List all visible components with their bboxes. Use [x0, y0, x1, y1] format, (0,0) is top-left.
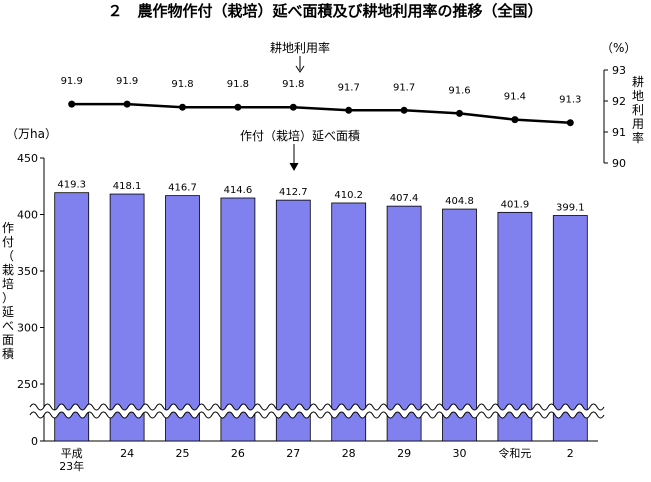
left-tick-label: 250	[17, 378, 38, 391]
left-axis-label-char: ）	[2, 291, 14, 305]
line-point	[400, 106, 408, 114]
bar-value-label: 410.2	[334, 190, 363, 201]
left-axis-label-char: 作	[2, 221, 14, 235]
line-value-label: 91.7	[393, 82, 415, 93]
bar-value-label: 418.1	[113, 181, 142, 192]
axis-break-line-bottom	[29, 411, 605, 419]
line-point	[289, 103, 297, 111]
line-value-label: 91.4	[504, 92, 526, 103]
line-value-label: 91.8	[227, 79, 249, 90]
line-point	[123, 100, 131, 108]
bar	[552, 215, 588, 442]
left-tick-label: 350	[17, 265, 38, 278]
line-point	[179, 103, 186, 111]
bar-value-label: 401.9	[501, 199, 530, 210]
axis-break-band	[30, 404, 604, 418]
bar-value-label: 404.8	[445, 196, 474, 207]
line-point	[345, 106, 353, 114]
right-axis-label-char: 耕	[632, 74, 644, 89]
bar-value-label: 407.4	[390, 193, 419, 204]
right-axis-label-char: 用	[632, 117, 644, 131]
x-tick-label: 25	[176, 447, 190, 460]
left-axis-label-char: （	[2, 249, 14, 263]
bar	[109, 193, 145, 442]
right-axis-label-char: 地	[632, 89, 644, 103]
line-annotation: 耕地利用率	[270, 40, 330, 55]
x-tick-label: 28	[342, 447, 356, 460]
bar	[220, 197, 256, 442]
x-tick-label: 2	[567, 447, 574, 460]
line-value-label: 91.8	[171, 79, 193, 90]
line-value-label: 91.9	[61, 76, 83, 87]
line-point	[234, 103, 242, 111]
bar-annotation-arrowhead	[289, 162, 299, 172]
left-axis-label-char: 付	[2, 235, 14, 249]
chart-title: ２ 農作物作付（栽培）延べ面積及び耕地利用率の推移（全国）	[107, 2, 542, 20]
x-tick-label: 27	[286, 447, 300, 460]
left-axis-label-char: 培	[2, 276, 14, 291]
x-tick-label: 30	[453, 447, 467, 460]
bar-value-label: 419.3	[57, 180, 86, 191]
left-axis-label-char: 面	[2, 333, 14, 347]
left-axis-label-char: 積	[2, 346, 14, 361]
bar	[165, 195, 200, 442]
left-axis-unit: （万ha）	[6, 127, 57, 141]
line-value-label: 91.9	[116, 76, 138, 87]
line-series	[71, 102, 571, 124]
bar-value-label: 399.1	[556, 203, 585, 214]
left-axis-label-char: 栽	[2, 263, 14, 277]
bar	[275, 199, 311, 442]
x-tick-label: 24	[120, 447, 134, 460]
line-value-label: 91.6	[448, 85, 470, 96]
x-tick-label: 令和元	[498, 446, 531, 460]
right-tick-label: 91	[612, 126, 626, 139]
right-axis-label-char: 率	[632, 130, 644, 145]
left-axis-label-char: 延	[2, 305, 14, 319]
bar-value-label: 416.7	[168, 183, 197, 194]
left-tick-label: 300	[17, 322, 38, 335]
bar-value-label: 412.7	[279, 187, 308, 198]
x-tick-label: 29	[397, 447, 411, 460]
x-tick-label: 26	[231, 447, 245, 460]
right-tick-label: 90	[612, 157, 626, 170]
bar	[54, 192, 90, 442]
line-value-label: 91.3	[559, 95, 581, 106]
left-tick-label: 400	[17, 209, 38, 222]
x-tick-label: 平成	[61, 447, 83, 460]
bar-annotation: 作付（栽培）延べ面積	[240, 128, 360, 143]
axes: 0 250 300 350 400 450 作付（栽培）延べ面積 90 91 92 93 耕地利用率	[2, 56, 644, 448]
axis-break-line-top	[29, 403, 605, 411]
bar	[497, 211, 533, 442]
left-tick-label: 0	[31, 435, 38, 448]
line-value-label: 91.8	[282, 79, 304, 90]
bar-value-label: 414.6	[224, 185, 253, 196]
line-point	[566, 119, 574, 127]
line-group	[68, 100, 574, 127]
bar	[331, 202, 367, 442]
line-value-label: 91.7	[338, 82, 360, 93]
bar	[386, 205, 422, 442]
bars-group	[29, 192, 605, 442]
x-tick-label: 23年	[59, 459, 84, 473]
right-axis-unit: （%）	[601, 41, 636, 55]
labels-group: 419.3 418.1 416.7 414.6 412.7 410.2 407.4 404.8…	[57, 76, 584, 473]
right-axis-label-char: 利	[632, 103, 644, 117]
left-tick-label: 450	[17, 152, 38, 165]
line-annotation-arrowhead	[295, 65, 305, 73]
bar	[442, 208, 477, 442]
left-axis-label-char: べ	[2, 319, 14, 333]
line-point	[456, 109, 463, 117]
right-tick-label: 92	[612, 95, 626, 108]
line-point	[511, 116, 519, 124]
right-tick-label: 93	[612, 64, 626, 77]
line-point	[68, 100, 76, 108]
